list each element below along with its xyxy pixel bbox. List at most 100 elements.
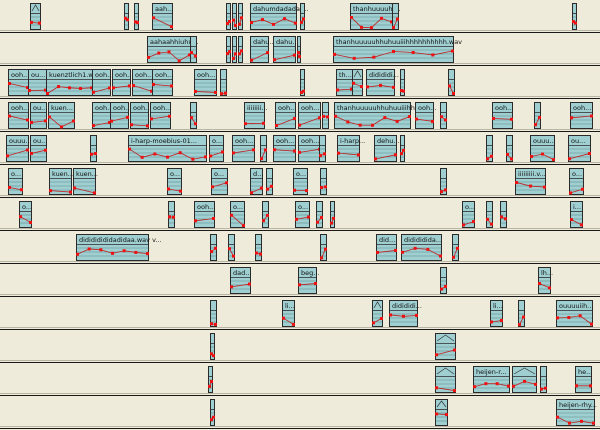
clip[interactable]: didididididadidaa.wav v...	[76, 234, 162, 261]
clip[interactable]: ouuu...	[6, 135, 32, 162]
clip[interactable]: th...	[336, 69, 353, 96]
clip[interactable]	[226, 36, 231, 63]
clip[interactable]: ou...	[28, 69, 47, 96]
clip[interactable]: o...	[8, 168, 23, 195]
clip[interactable]: i-harp...	[337, 135, 365, 162]
clip[interactable]	[435, 399, 448, 426]
clip[interactable]: ooh...	[273, 135, 296, 162]
clip[interactable]	[440, 168, 447, 195]
clip[interactable]: ooh...	[492, 102, 513, 129]
clip[interactable]: o...	[295, 201, 310, 228]
clip[interactable]: o...	[230, 201, 245, 228]
clip[interactable]	[238, 36, 243, 63]
clip[interactable]	[512, 366, 537, 393]
clip[interactable]	[220, 69, 227, 96]
clip[interactable]: dehu...	[374, 135, 400, 162]
clip[interactable]: ooh...	[415, 102, 436, 129]
clip[interactable]	[190, 36, 197, 63]
clip[interactable]: dahu...	[250, 36, 276, 63]
clip[interactable]	[300, 3, 305, 30]
clip[interactable]	[124, 3, 129, 30]
clip[interactable]: o...	[462, 201, 475, 228]
clip[interactable]: did...	[376, 234, 397, 261]
clip[interactable]: ooh...	[298, 135, 321, 162]
clip[interactable]: beg...	[298, 267, 319, 294]
clip[interactable]	[352, 69, 363, 96]
clip[interactable]	[238, 3, 243, 30]
clip[interactable]: ooh...	[232, 135, 255, 162]
clip[interactable]: didididi...	[389, 300, 422, 327]
clip[interactable]: ooh...	[112, 69, 133, 96]
clip[interactable]	[392, 3, 399, 30]
clip[interactable]: dahu...	[273, 36, 299, 63]
clip[interactable]	[30, 3, 41, 30]
clip[interactable]: kuenztlich1.wa...	[46, 69, 104, 96]
clip[interactable]	[322, 102, 329, 129]
clip[interactable]	[486, 201, 493, 228]
clip[interactable]: ou...	[30, 102, 47, 129]
clip[interactable]: didididida...	[401, 234, 442, 261]
clip[interactable]: i...	[570, 201, 583, 228]
clip[interactable]: o...	[569, 168, 584, 195]
clip[interactable]: heijen-rhy...	[556, 399, 597, 426]
clip[interactable]	[572, 3, 577, 30]
clip[interactable]	[226, 3, 231, 30]
clip[interactable]	[400, 135, 405, 162]
clip[interactable]	[452, 234, 459, 261]
clip[interactable]: ouuu...	[530, 135, 556, 162]
clip[interactable]	[297, 36, 301, 63]
clip[interactable]: ooh...	[8, 69, 29, 96]
clip[interactable]: ooh...	[130, 102, 151, 129]
clip[interactable]: ou...	[568, 135, 591, 162]
clip[interactable]: didididi...	[366, 69, 399, 96]
clip[interactable]: ooh...	[194, 201, 215, 228]
clip[interactable]	[440, 102, 447, 129]
clip[interactable]	[168, 201, 175, 228]
clip[interactable]: i-harp-moebius-01...	[128, 135, 207, 162]
clip[interactable]	[486, 135, 493, 162]
clip[interactable]	[330, 201, 335, 228]
clip[interactable]: ou...	[30, 135, 47, 162]
clip[interactable]	[232, 36, 237, 63]
clip[interactable]	[506, 135, 513, 162]
clip[interactable]: ooh...	[152, 69, 173, 96]
clip[interactable]: thanhuuuuuhhuhuuiiihhh...	[334, 102, 425, 129]
clip[interactable]	[190, 102, 197, 129]
clip[interactable]	[435, 366, 456, 393]
clip[interactable]	[372, 300, 383, 327]
clip[interactable]: ooh...	[298, 102, 321, 129]
clip[interactable]	[90, 135, 97, 162]
clip[interactable]: ooh...	[92, 69, 113, 96]
clip[interactable]	[320, 168, 327, 195]
clip[interactable]: iiiiiiiii.v...	[515, 168, 546, 195]
clip[interactable]	[534, 102, 541, 129]
clip[interactable]: ooh...	[8, 102, 29, 129]
clip[interactable]	[500, 201, 507, 228]
clip[interactable]	[540, 366, 547, 393]
clip[interactable]: o...	[19, 201, 32, 228]
clip[interactable]: iiiiiiii...	[244, 102, 268, 129]
clip[interactable]: li...	[282, 300, 295, 327]
clip[interactable]	[300, 69, 305, 96]
clip[interactable]: o...	[167, 168, 182, 195]
clip[interactable]	[228, 234, 235, 261]
clip[interactable]: aah...	[152, 3, 173, 30]
clip[interactable]	[319, 135, 326, 162]
clip[interactable]	[262, 201, 269, 228]
clip[interactable]: o...	[209, 135, 224, 162]
clip[interactable]: dahumdadada-...	[250, 3, 309, 30]
clip[interactable]	[210, 399, 215, 426]
clip[interactable]	[232, 3, 237, 30]
clip[interactable]	[518, 300, 525, 327]
clip[interactable]: kuen...	[49, 168, 74, 195]
clip[interactable]	[260, 135, 267, 162]
clip[interactable]	[134, 3, 139, 30]
clip[interactable]	[448, 69, 455, 96]
clip[interactable]	[255, 234, 262, 261]
clip[interactable]	[210, 300, 217, 327]
clip[interactable]: ooh...	[570, 102, 593, 129]
clip[interactable]: ooh...	[132, 69, 153, 96]
clip[interactable]	[208, 366, 213, 393]
clip[interactable]: ouuuuiih...	[556, 300, 593, 327]
clip[interactable]: lh...	[538, 267, 553, 294]
